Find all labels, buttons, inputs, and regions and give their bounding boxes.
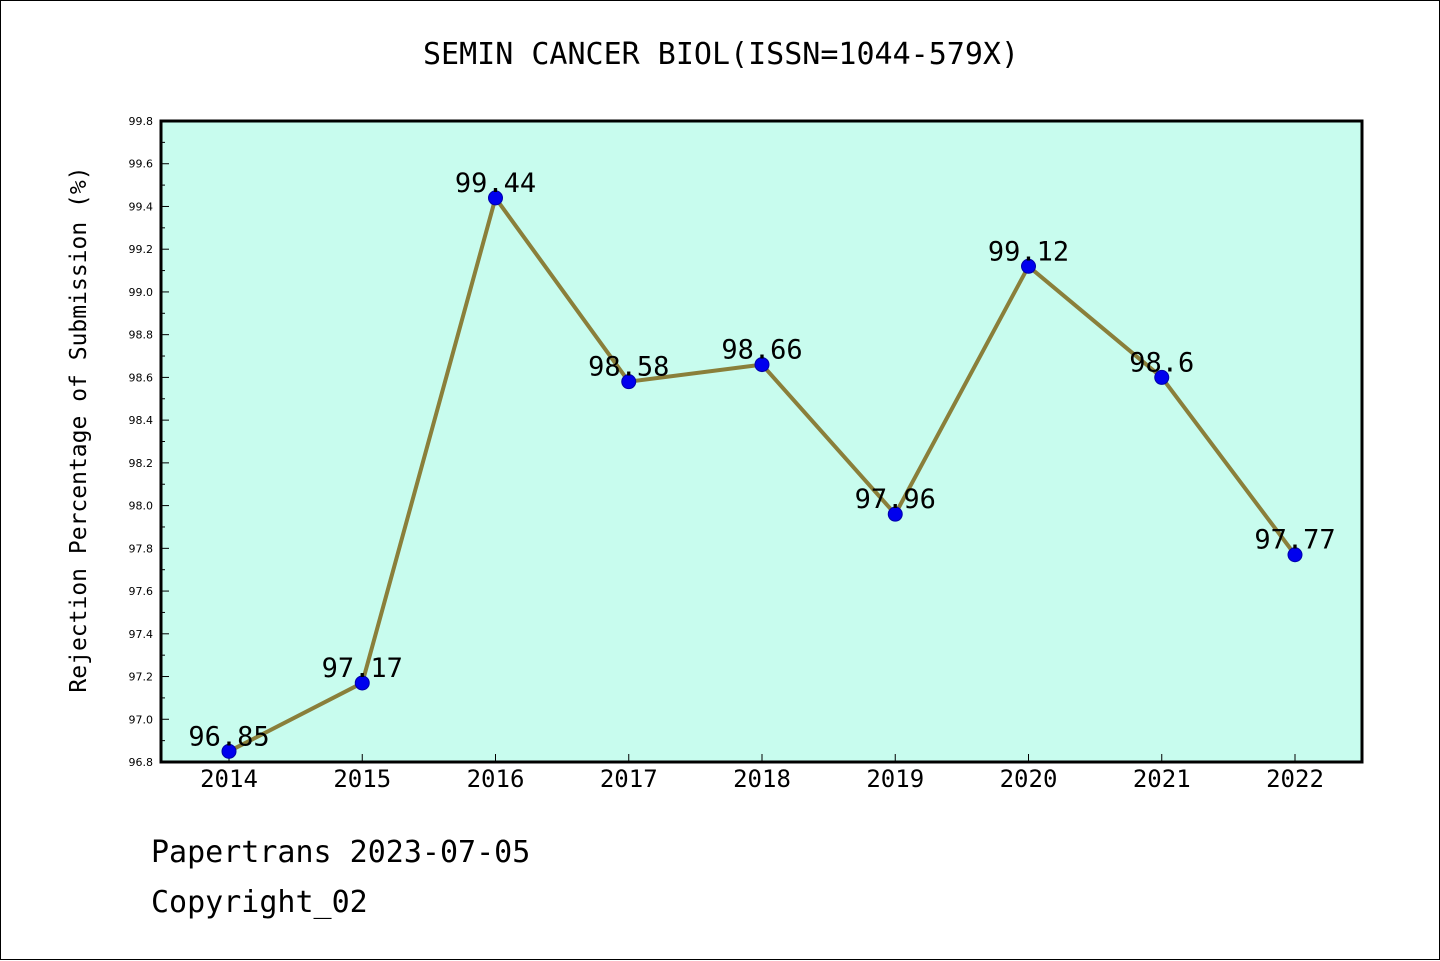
footer-copyright: Copyright_02 xyxy=(151,885,368,920)
y-axis-label: Rejection Percentage of Submission (%) xyxy=(66,166,92,692)
data-point xyxy=(221,743,237,759)
x-tick-label: 2022 xyxy=(1266,765,1324,793)
y-axis-ticks: 96.8 97.0 97.2 97.4 97.6 97.8 98.0 98.2 98.4 98.6… xyxy=(129,115,169,769)
data-label: 97.17 xyxy=(322,653,403,684)
data-label: 96.85 xyxy=(188,721,269,752)
data-label: 99.44 xyxy=(455,168,536,199)
y-tick-label: 97.0 xyxy=(129,713,154,726)
y-tick-label: 99.8 xyxy=(129,115,154,128)
data-point xyxy=(1154,369,1170,385)
data-point xyxy=(621,374,637,390)
y-tick-label: 98.4 xyxy=(129,414,154,427)
y-tick-label: 99.6 xyxy=(129,158,154,171)
y-tick-label: 99.2 xyxy=(129,243,154,256)
y-tick-label: 99.4 xyxy=(129,200,154,213)
data-labels-group: 96.85 97.17 99.44 98.58 98.66 97.96 99.12 98.6 9… xyxy=(188,168,1335,752)
chart-title: SEMIN CANCER BIOL(ISSN=1044-579X) xyxy=(422,37,1020,72)
x-tick-label: 2014 xyxy=(200,765,258,793)
x-tick-label: 2018 xyxy=(733,765,791,793)
x-tick-label: 2021 xyxy=(1133,765,1191,793)
y-tick-label: 97.2 xyxy=(129,671,154,684)
plot-area xyxy=(161,121,1362,762)
data-label: 98.58 xyxy=(588,352,669,383)
y-tick-label: 98.6 xyxy=(129,371,154,384)
data-label: 99.12 xyxy=(988,236,1069,267)
y-tick-label: 96.8 xyxy=(129,756,154,769)
y-tick-label: 98.2 xyxy=(129,457,154,470)
data-point xyxy=(754,357,770,373)
footer-date: Papertrans 2023-07-05 xyxy=(151,835,531,870)
x-tick-label: 2015 xyxy=(333,765,391,793)
x-tick-label: 2017 xyxy=(600,765,658,793)
y-tick-label: 97.8 xyxy=(129,542,154,555)
data-label: 98.6 xyxy=(1129,347,1194,378)
y-tick-label: 99.0 xyxy=(129,286,154,299)
data-point xyxy=(1287,547,1303,563)
data-point xyxy=(354,675,370,691)
series-points-group xyxy=(221,190,1303,759)
x-tick-label: 2016 xyxy=(467,765,525,793)
y-tick-label: 97.6 xyxy=(129,585,154,598)
plot-border xyxy=(159,119,1364,764)
data-point xyxy=(1021,258,1036,274)
data-label: 97.96 xyxy=(855,484,936,515)
data-label: 97.77 xyxy=(1254,525,1335,556)
y-tick-label: 97.4 xyxy=(129,628,154,641)
data-label: 98.66 xyxy=(721,335,802,366)
y-tick-label: 98.0 xyxy=(129,500,154,513)
y-tick-label: 98.8 xyxy=(129,329,154,342)
data-point xyxy=(887,506,903,522)
data-point xyxy=(488,190,503,206)
x-tick-label: 2019 xyxy=(866,765,924,793)
x-axis-ticks: 2014 2015 2016 2017 2018 2019 2020 2021 2022 xyxy=(200,754,1324,793)
x-tick-label: 2020 xyxy=(1000,765,1058,793)
